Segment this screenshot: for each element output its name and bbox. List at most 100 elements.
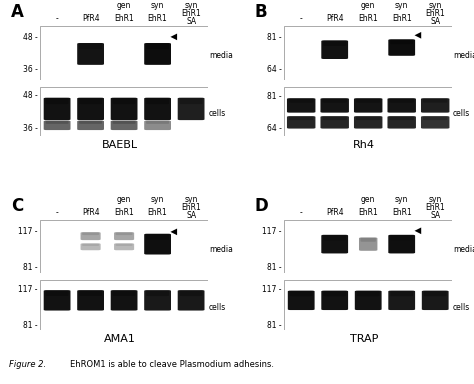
FancyBboxPatch shape — [144, 234, 171, 255]
Text: -: - — [300, 15, 302, 23]
Text: A: A — [11, 3, 24, 21]
Text: EhR1: EhR1 — [392, 209, 411, 217]
Text: 81 -: 81 - — [267, 321, 282, 330]
Text: 117 -: 117 - — [263, 227, 282, 237]
Text: SA: SA — [430, 211, 440, 220]
Text: 117 -: 117 - — [18, 285, 38, 294]
FancyBboxPatch shape — [287, 98, 315, 113]
Text: 48 -: 48 - — [23, 33, 38, 43]
Text: syn: syn — [184, 195, 198, 204]
Text: cells: cells — [209, 109, 226, 118]
Text: syn: syn — [184, 1, 198, 10]
Text: SA: SA — [430, 17, 440, 26]
FancyBboxPatch shape — [423, 98, 447, 103]
FancyBboxPatch shape — [320, 98, 349, 113]
Text: D: D — [255, 197, 269, 215]
Text: syn: syn — [428, 195, 442, 204]
Text: cells: cells — [209, 303, 226, 312]
FancyBboxPatch shape — [114, 232, 134, 240]
Text: PfR4: PfR4 — [326, 209, 344, 217]
FancyBboxPatch shape — [116, 232, 133, 235]
FancyBboxPatch shape — [79, 121, 102, 124]
Text: syn: syn — [151, 1, 164, 10]
FancyBboxPatch shape — [114, 243, 134, 250]
FancyBboxPatch shape — [361, 238, 376, 242]
FancyBboxPatch shape — [423, 116, 447, 120]
FancyBboxPatch shape — [359, 237, 377, 251]
FancyBboxPatch shape — [322, 98, 347, 103]
Text: media: media — [209, 245, 233, 254]
Text: TRAP: TRAP — [350, 334, 378, 344]
FancyBboxPatch shape — [422, 291, 448, 310]
Text: PfR4: PfR4 — [82, 209, 100, 217]
FancyBboxPatch shape — [146, 98, 169, 104]
FancyBboxPatch shape — [144, 43, 171, 65]
Text: media: media — [453, 51, 474, 60]
FancyBboxPatch shape — [144, 98, 171, 120]
FancyBboxPatch shape — [77, 290, 104, 311]
FancyBboxPatch shape — [77, 98, 104, 120]
FancyBboxPatch shape — [390, 291, 413, 296]
Text: EhR1: EhR1 — [181, 203, 201, 212]
Text: BAEBL: BAEBL — [101, 140, 138, 150]
FancyBboxPatch shape — [77, 121, 104, 130]
FancyBboxPatch shape — [111, 98, 137, 120]
Text: 81 -: 81 - — [23, 321, 38, 330]
FancyBboxPatch shape — [44, 98, 71, 120]
Text: PfR4: PfR4 — [82, 15, 100, 23]
Text: syn: syn — [395, 1, 409, 10]
Text: EhR1: EhR1 — [181, 9, 201, 18]
FancyBboxPatch shape — [323, 41, 346, 46]
FancyBboxPatch shape — [390, 40, 413, 44]
FancyBboxPatch shape — [77, 43, 104, 65]
FancyBboxPatch shape — [46, 290, 69, 296]
FancyBboxPatch shape — [424, 291, 447, 296]
FancyBboxPatch shape — [81, 232, 100, 240]
FancyBboxPatch shape — [356, 116, 381, 120]
Text: gen: gen — [117, 1, 131, 10]
FancyBboxPatch shape — [111, 290, 137, 311]
Text: media: media — [209, 51, 233, 60]
Text: Figure 2.: Figure 2. — [9, 359, 46, 369]
Text: B: B — [255, 3, 267, 21]
FancyBboxPatch shape — [356, 98, 381, 103]
Text: syn: syn — [395, 195, 409, 204]
FancyBboxPatch shape — [390, 116, 414, 120]
FancyBboxPatch shape — [180, 98, 202, 104]
Text: Rh4: Rh4 — [353, 140, 375, 150]
Text: 64 -: 64 - — [267, 124, 282, 133]
FancyBboxPatch shape — [146, 290, 169, 296]
FancyBboxPatch shape — [79, 290, 102, 296]
FancyBboxPatch shape — [116, 243, 133, 246]
FancyBboxPatch shape — [354, 116, 383, 129]
FancyBboxPatch shape — [79, 98, 102, 104]
FancyBboxPatch shape — [321, 291, 348, 310]
Text: 81 -: 81 - — [267, 92, 282, 101]
Text: 36 -: 36 - — [23, 65, 38, 74]
Text: 81 -: 81 - — [23, 263, 38, 271]
Text: -: - — [56, 15, 58, 23]
Text: 81 -: 81 - — [267, 263, 282, 271]
FancyBboxPatch shape — [287, 116, 315, 129]
FancyBboxPatch shape — [388, 291, 415, 310]
FancyBboxPatch shape — [388, 39, 415, 56]
Text: gen: gen — [361, 195, 375, 204]
FancyBboxPatch shape — [388, 235, 415, 253]
FancyBboxPatch shape — [82, 243, 99, 246]
Text: EhR1: EhR1 — [114, 209, 134, 217]
Text: EhR1: EhR1 — [148, 15, 167, 23]
Text: EhROM1 is able to cleave Plasmodium adhesins.: EhROM1 is able to cleave Plasmodium adhe… — [71, 359, 274, 369]
Text: cells: cells — [453, 109, 470, 118]
FancyBboxPatch shape — [113, 290, 136, 296]
FancyBboxPatch shape — [321, 40, 348, 59]
FancyBboxPatch shape — [289, 116, 313, 120]
FancyBboxPatch shape — [323, 291, 346, 296]
Text: gen: gen — [117, 195, 131, 204]
FancyBboxPatch shape — [46, 98, 69, 104]
FancyBboxPatch shape — [387, 116, 416, 129]
Text: syn: syn — [428, 1, 442, 10]
Text: -: - — [56, 209, 58, 217]
FancyBboxPatch shape — [178, 98, 204, 120]
Text: -: - — [300, 209, 302, 217]
Text: EhR1: EhR1 — [358, 15, 378, 23]
